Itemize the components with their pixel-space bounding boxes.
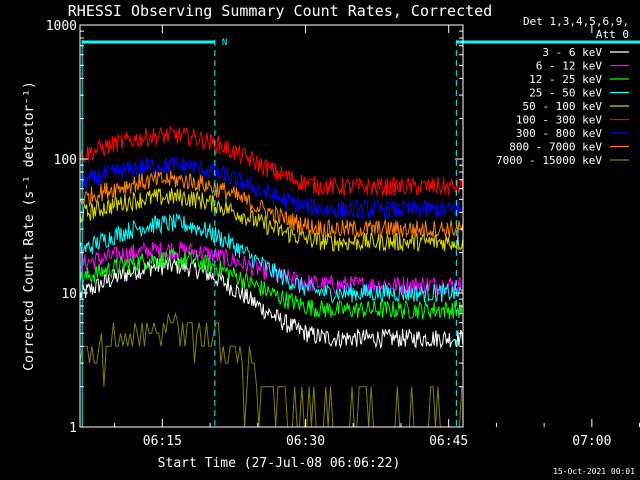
x-tick-label: 06:30 bbox=[286, 434, 325, 449]
x-tick-label: 06:15 bbox=[143, 434, 182, 449]
series-layer bbox=[79, 125, 464, 428]
series-line-50-100-kev bbox=[79, 188, 464, 252]
x-axis-label: Start Time (27-Jul-08 06:06:22) bbox=[158, 456, 401, 471]
y-axis-ticks: 1 10 100 1000 bbox=[46, 19, 463, 436]
y-tick-label: 100 bbox=[54, 153, 77, 168]
flag-layer: N bbox=[81, 38, 640, 427]
legend-item-label: 50 - 100 keV bbox=[523, 100, 603, 113]
legend-item-label: 6 - 12 keV bbox=[536, 60, 603, 73]
legend-item-label: 3 - 6 keV bbox=[542, 46, 602, 59]
legend-item-label: 800 - 7000 keV bbox=[509, 141, 602, 154]
legend-item-label: 12 - 25 keV bbox=[529, 73, 602, 86]
y-tick-label: 1 bbox=[69, 421, 77, 436]
legend-detectors: Det 1,3,4,5,6,9, bbox=[523, 15, 629, 28]
plot-frame bbox=[79, 24, 464, 428]
legend-attenuator: Att 0 bbox=[596, 28, 629, 41]
series-line-12-25-kev bbox=[79, 249, 464, 320]
x-tick-label: 06:45 bbox=[429, 434, 468, 449]
series-line-25-50-kev bbox=[79, 213, 463, 303]
flag-label: N bbox=[222, 38, 227, 48]
series-line-100-300-kev bbox=[79, 125, 464, 197]
y-axis-label: Corrected Count Rate (s⁻¹ detector⁻¹) bbox=[22, 81, 37, 371]
series-line-300-800-kev bbox=[79, 156, 463, 219]
y-tick-label: 1000 bbox=[46, 19, 77, 34]
legend-item-label: 7000 - 15000 keV bbox=[496, 154, 602, 167]
x-tick-label: 07:00 bbox=[572, 434, 611, 449]
legend-item-label: 100 - 300 keV bbox=[516, 114, 602, 127]
chart-title: RHESSI Observing Summary Count Rates, Co… bbox=[68, 2, 492, 20]
series-line-3-6-kev bbox=[79, 256, 464, 350]
series-line-800-7000-kev bbox=[79, 170, 464, 239]
y-tick-label: 10 bbox=[61, 287, 77, 302]
footer-date: 15-Oct-2021 00:01 bbox=[553, 467, 635, 476]
legend-item-label: 25 - 50 keV bbox=[529, 87, 602, 100]
series-line-7000-15000-kev bbox=[79, 311, 463, 428]
series-line-6-12-kev bbox=[79, 241, 464, 296]
legend-item-label: 300 - 800 keV bbox=[516, 127, 602, 140]
